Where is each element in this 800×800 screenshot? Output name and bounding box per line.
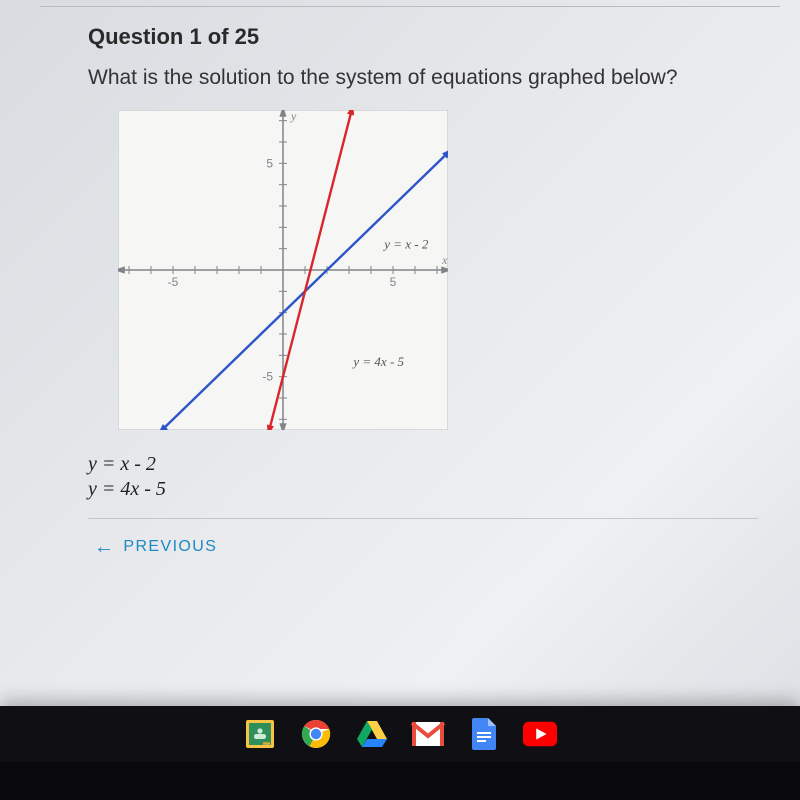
screen: Question 1 of 25 What is the solution to… bbox=[0, 0, 800, 800]
drive-icon[interactable] bbox=[355, 717, 389, 751]
svg-text:-5: -5 bbox=[168, 275, 179, 289]
classroom-icon[interactable] bbox=[243, 717, 277, 751]
question-card: Question 1 of 25 What is the solution to… bbox=[70, 0, 770, 558]
docs-icon[interactable] bbox=[467, 717, 501, 751]
graph-container: -5 5 -5 5 x y y = x - 2 y = 4x - 5 bbox=[118, 110, 752, 430]
laptop-bezel bbox=[0, 762, 800, 800]
equation-list: y = x - 2 y = 4x - 5 bbox=[88, 452, 752, 502]
youtube-icon[interactable] bbox=[523, 717, 557, 751]
svg-text:5: 5 bbox=[266, 157, 273, 171]
previous-button[interactable]: ← PREVIOUS bbox=[94, 537, 217, 557]
chrome-icon[interactable] bbox=[299, 717, 333, 751]
svg-text:y = 4x - 5: y = 4x - 5 bbox=[351, 354, 404, 369]
gmail-icon[interactable] bbox=[411, 717, 445, 751]
arrow-left-icon: ← bbox=[94, 537, 115, 557]
section-divider bbox=[88, 518, 758, 519]
svg-text:y: y bbox=[290, 110, 297, 123]
taskbar bbox=[0, 706, 800, 762]
svg-text:5: 5 bbox=[390, 275, 397, 289]
previous-label: PREVIOUS bbox=[123, 538, 217, 556]
svg-text:-5: -5 bbox=[262, 370, 273, 384]
svg-text:x: x bbox=[441, 253, 448, 267]
equation-2: y = 4x - 5 bbox=[88, 477, 752, 502]
question-prompt: What is the solution to the system of eq… bbox=[88, 64, 752, 92]
svg-text:y = x - 2: y = x - 2 bbox=[382, 237, 429, 252]
system-graph: -5 5 -5 5 x y y = x - 2 y = 4x - 5 bbox=[118, 110, 448, 430]
question-title: Question 1 of 25 bbox=[88, 24, 752, 50]
equation-1: y = x - 2 bbox=[88, 452, 752, 477]
